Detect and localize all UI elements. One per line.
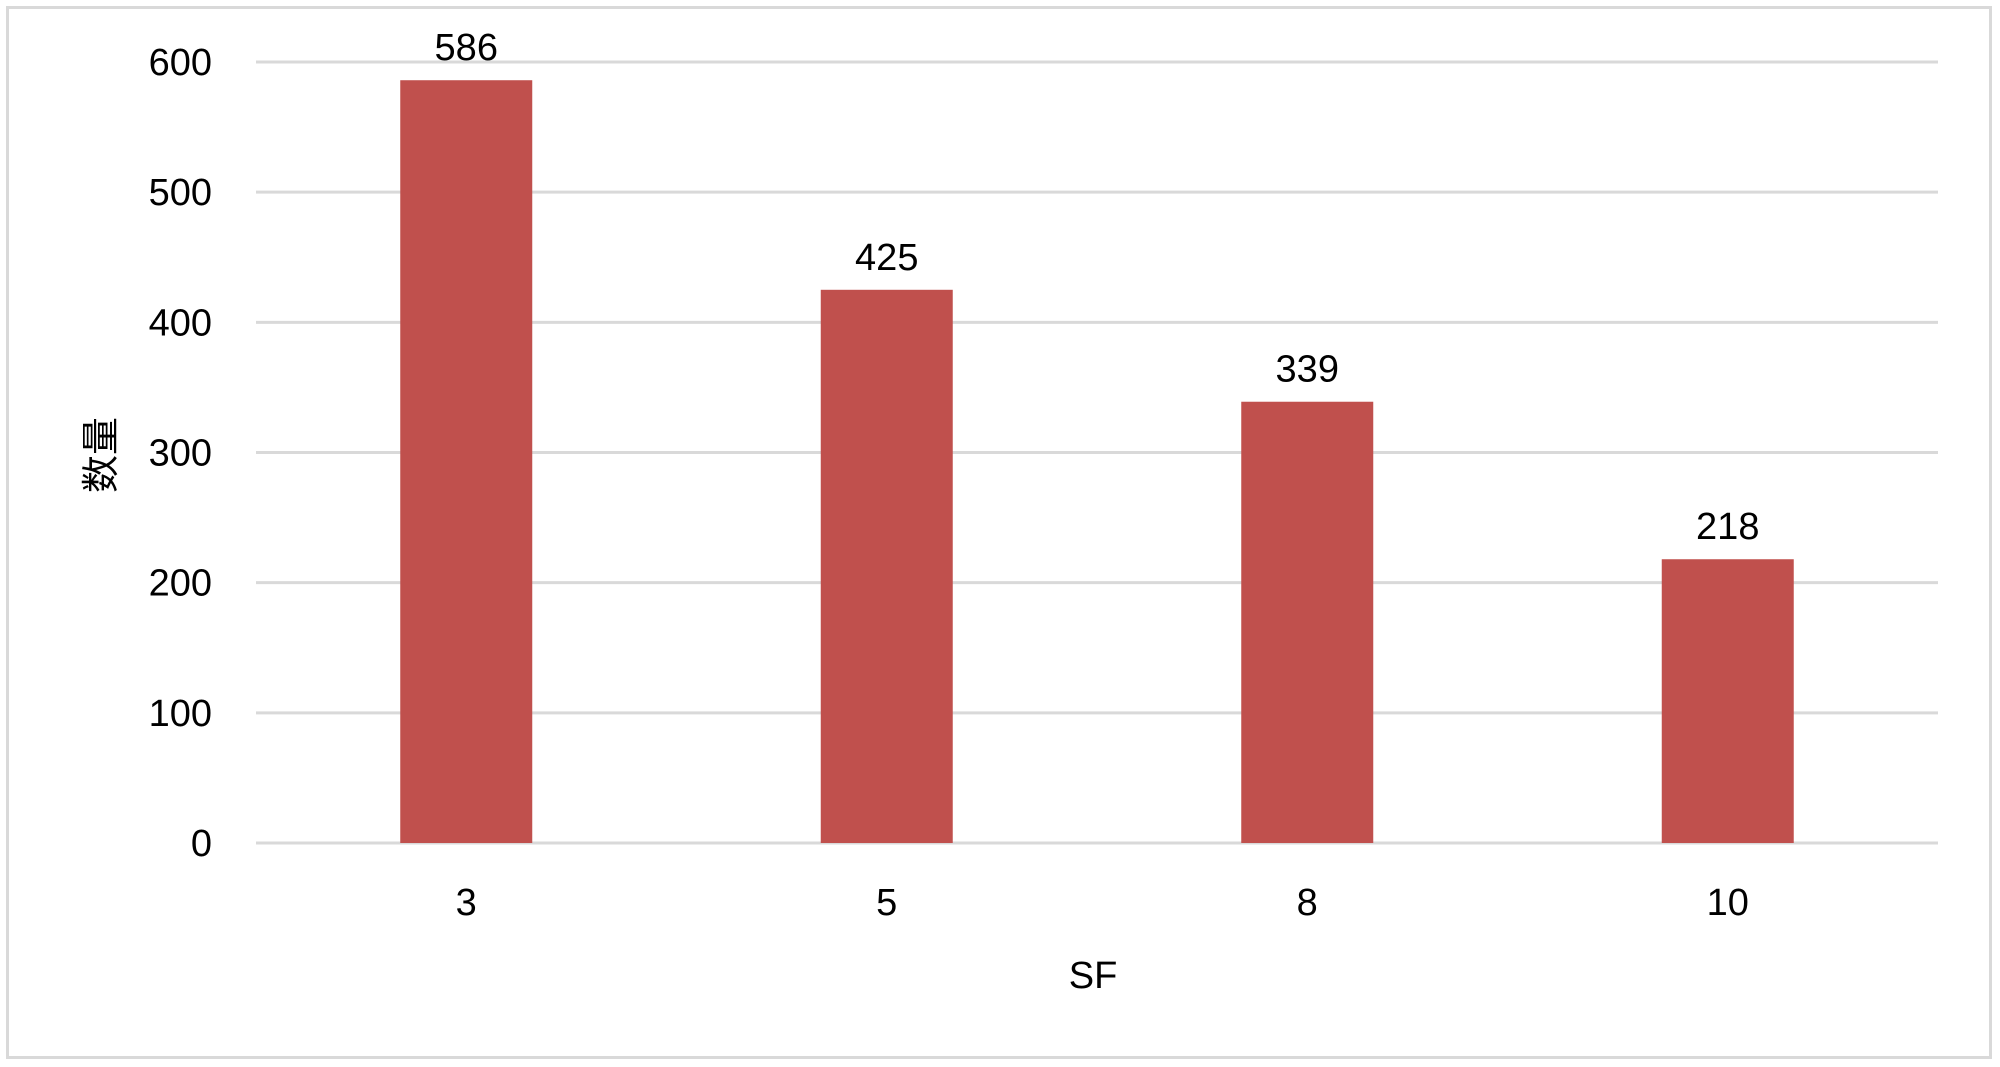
x-axis-title: SF	[1069, 955, 1118, 997]
data-label: 218	[1696, 506, 1759, 548]
y-axis-tick-labels: 0 100 200 300 400 500 600	[149, 42, 212, 865]
x-tick-label: 5	[876, 882, 897, 924]
y-tick-label: 300	[149, 433, 212, 475]
data-label: 339	[1276, 349, 1339, 391]
bar	[400, 80, 533, 844]
x-tick-label: 10	[1707, 882, 1749, 924]
y-tick-label: 400	[149, 302, 212, 344]
gridlines	[256, 60, 1938, 845]
y-tick-label: 500	[149, 172, 212, 214]
data-label: 586	[435, 27, 498, 69]
x-tick-label: 8	[1297, 882, 1318, 924]
x-axis-tick-labels: 3 5 8 10	[456, 882, 1749, 924]
y-tick-label: 100	[149, 693, 212, 735]
y-tick-label: 0	[191, 823, 212, 865]
data-labels: 586 425 339 218	[435, 27, 1760, 548]
bar	[1661, 559, 1794, 843]
y-tick-label: 200	[149, 563, 212, 605]
data-label: 425	[855, 237, 918, 279]
x-tick-label: 3	[456, 882, 477, 924]
y-tick-label: 600	[149, 42, 212, 84]
bars	[400, 80, 1794, 844]
y-axis-title: 数量	[81, 417, 123, 493]
chart-frame	[6, 6, 1992, 1059]
bar	[820, 289, 953, 844]
bar	[1241, 401, 1374, 843]
